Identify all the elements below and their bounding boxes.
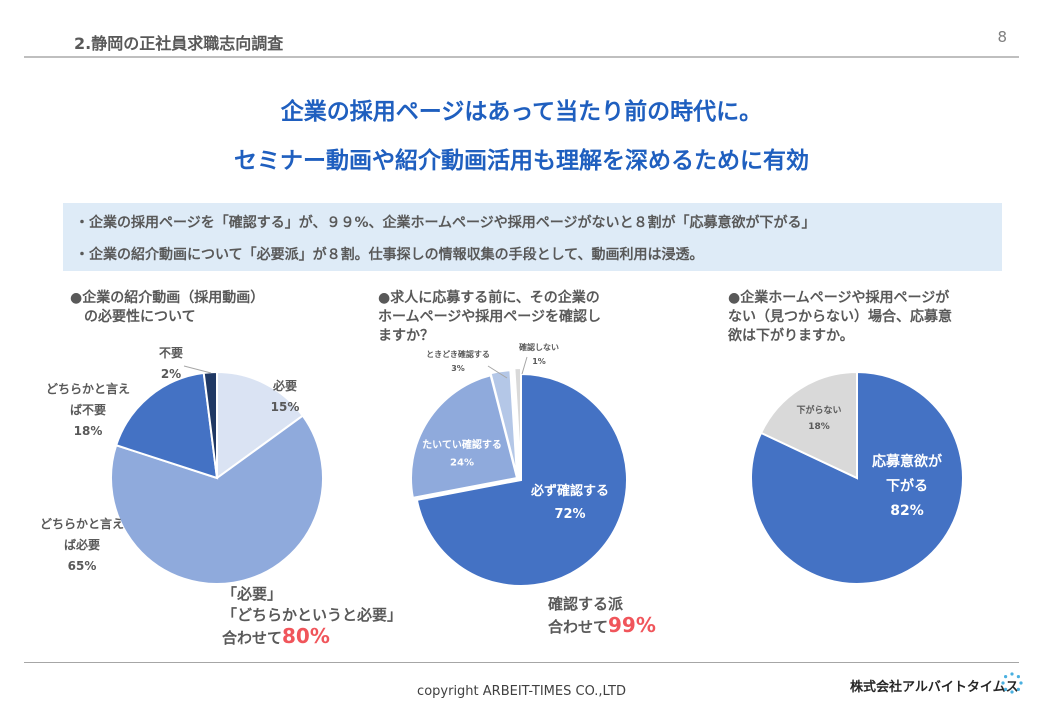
chart-1-category-label-3: ば不要	[70, 402, 106, 417]
chart-1-category-label-2: ば必要	[64, 537, 100, 552]
chart-2-value-label-1: 72%	[554, 507, 585, 522]
chart-2-slice-1	[415, 372, 628, 587]
chart-2-leader-3	[487, 365, 508, 379]
chart-1-slice-4	[202, 370, 218, 479]
chart-1-value-label-4: 2%	[161, 367, 181, 381]
page-number: 8	[997, 28, 1007, 46]
chart-1-category-label-1: 必要	[272, 378, 297, 393]
header-divider	[24, 56, 1019, 58]
bullet-1: ・企業の採用ページを「確認する」が、９９%、企業ホームページや採用ページがないと…	[75, 215, 816, 231]
footer-divider	[24, 662, 1019, 663]
chart-1-value-label-3: 18%	[74, 424, 103, 438]
logo-mark-icon	[1001, 672, 1023, 694]
chart-2-leader-4	[521, 356, 528, 375]
chart-3-slice-2	[759, 370, 858, 480]
chart-1-category-label-3: どちらかと言え	[46, 381, 130, 396]
chart-2-value-label-4: 1%	[532, 357, 546, 366]
chart-2-question: ●求人に応募する前に、その企業の ホームページや採用ページを確認し ますか？	[378, 290, 602, 344]
section-title: 2.静岡の正社員求職志向調査	[74, 34, 284, 53]
summary-box	[63, 203, 1002, 271]
chart-1-value-label-2: 65%	[68, 559, 97, 573]
headline-line-2: セミナー動画や紹介動画活用も理解を深めるために有効	[234, 148, 809, 174]
chart-3-category-label-2: 下がらない	[796, 404, 841, 416]
chart-3-category-label-1: 下がる	[886, 478, 928, 495]
chart-2-slice-4	[513, 366, 522, 475]
chart-2-slice-3	[489, 369, 518, 477]
chart-1-slice-2	[110, 414, 324, 585]
chart-3-pie	[750, 370, 964, 585]
chart-2-pie	[410, 366, 628, 587]
chart-1-pie	[110, 370, 324, 585]
chart-3-value-label-1: 82%	[890, 503, 924, 519]
chart-1-summary: 「必要」 「どちらかというと必要」 合わせて80%	[222, 585, 403, 648]
chart-1-slice-3	[114, 371, 219, 480]
chart-2-category-label-3: ときどき確認する	[426, 349, 490, 359]
chart-1-value-label-1: 15%	[271, 400, 300, 414]
chart-1-slice-1	[216, 370, 305, 480]
company-logo: 株式会社アルバイトタイムス	[850, 680, 1019, 695]
chart-2-total: 99%	[608, 613, 656, 637]
chart-1-category-label-4: 不要	[159, 345, 183, 360]
chart-2-value-label-3: 3%	[451, 364, 465, 373]
chart-2-value-label-2: 24%	[450, 458, 474, 469]
headline-line-1: 企業の採用ページはあって当たり前の時代に。	[280, 99, 763, 125]
bullet-2: ・企業の紹介動画について「必要派」が８割。仕事探しの情報収集の手段として、動画利…	[75, 247, 704, 263]
chart-1-total: 80%	[282, 624, 330, 648]
chart-2-summary: 確認する派 合わせて99%	[548, 595, 656, 637]
chart-2-category-label-4: 確認しない	[519, 342, 559, 352]
chart-1-leader-4	[183, 365, 212, 374]
copyright: copyright ARBEIT-TIMES CO.,LTD	[417, 684, 626, 699]
chart-1-category-label-2: どちらかと言え	[40, 516, 124, 531]
chart-2-slice-2	[410, 374, 519, 500]
chart-3-category-label-1: 応募意欲が	[872, 453, 943, 470]
chart-2-category-label-2: たいてい確認する	[422, 438, 502, 451]
chart-2-category-label-1: 必ず確認する	[530, 483, 609, 499]
chart-3-value-label-2: 18%	[808, 422, 830, 432]
chart-3-question: ●企業ホームページや採用ページが ない（見つからない）場合、応募意 欲は下がりま…	[728, 290, 952, 344]
chart-1-question: ●企業の紹介動画（採用動画） の必要性について	[70, 290, 265, 325]
